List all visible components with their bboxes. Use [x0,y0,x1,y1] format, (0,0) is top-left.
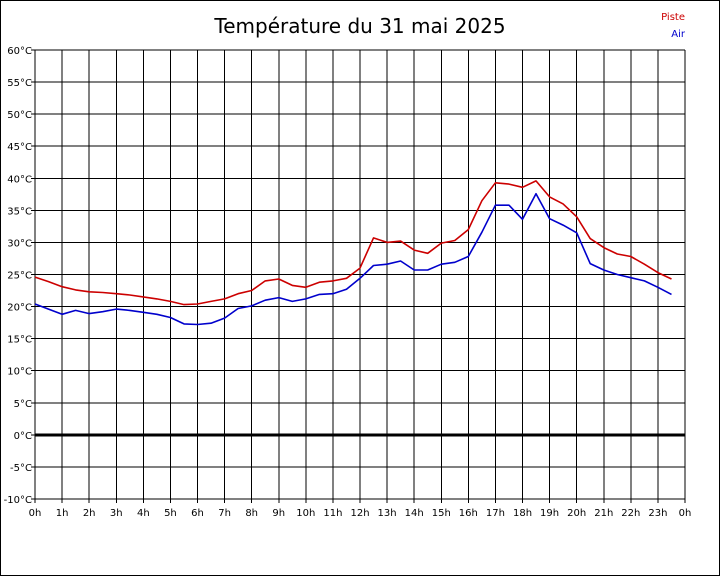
series-line-air [34,192,672,326]
y-tick-label: 45°C [7,142,32,153]
x-tick-label: 9h [272,508,285,519]
y-tick-label: 50°C [7,110,32,121]
x-tick-label: 3h [110,508,123,519]
x-tick-label: 15h [432,508,451,519]
y-tick-label: 10°C [7,367,32,378]
y-tick-label: 35°C [7,206,32,217]
x-tick-label: 4h [137,508,150,519]
y-tick-label: 55°C [7,78,32,89]
x-tick-label: 21h [594,508,613,519]
y-tick-label: 30°C [7,238,32,249]
x-tick-label: 13h [378,508,397,519]
x-tick-label: 5h [164,508,177,519]
legend-entry-piste: Piste [661,12,685,23]
x-tick-label: 1h [56,508,69,519]
x-tick-label: 0h [29,508,42,519]
y-tick-label: 5°C [14,399,32,410]
y-tick-label: 25°C [7,271,32,282]
y-tick-label: -5°C [10,463,32,474]
x-tick-label: 10h [296,508,315,519]
y-tick-label: 60°C [7,46,32,57]
y-tick-label: -10°C [4,495,32,506]
x-tick-label: 6h [191,508,204,519]
series-lines [34,180,672,326]
x-tick-label: 22h [621,508,640,519]
chart-title: Température du 31 mai 2025 [213,14,505,38]
x-tick-label: 2h [83,508,96,519]
x-tick-label: 14h [405,508,424,519]
y-tick-label: 15°C [7,335,32,346]
x-tick-label: 11h [323,508,342,519]
x-tick-label: 0h [679,508,692,519]
x-tick-label: 8h [245,508,258,519]
x-tick-label: 20h [567,508,586,519]
x-tick-label: 23h [648,508,667,519]
y-tick-label: 40°C [7,174,32,185]
x-tick-label: 19h [540,508,559,519]
x-tick-label: 16h [459,508,478,519]
y-tick-label: 20°C [7,303,32,314]
series-line-piste [34,180,672,306]
legend: Piste Air [661,12,686,40]
x-axis: 0h 1h 2h 3h 4h 5h 6h 7h 8h 9h 10h 11h 12h 13h 14h 15h 16… [29,499,692,519]
y-axis: 60°C 55°C 50°C 45°C 40°C 35°C 30°C 25°C 20°C 15°C… [4,46,35,506]
x-tick-label: 18h [513,508,532,519]
legend-entry-air: Air [671,29,686,40]
grid [34,49,686,500]
y-tick-label: 0°C [14,431,32,442]
x-tick-label: 17h [486,508,505,519]
x-tick-label: 12h [350,508,369,519]
x-tick-label: 7h [218,508,231,519]
